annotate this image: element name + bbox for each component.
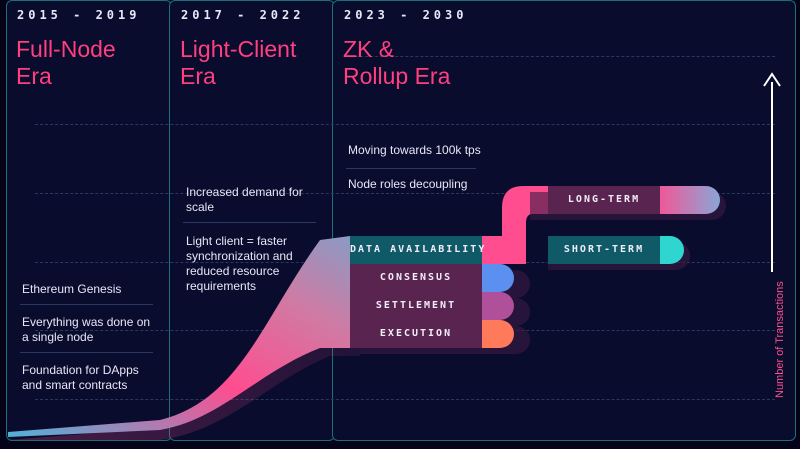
era-panel-zk-rollup bbox=[332, 0, 796, 441]
grid-line bbox=[35, 193, 775, 194]
layer-label-long-term: LONG-TERM bbox=[567, 194, 641, 205]
note-ethereum-genesis: Ethereum Genesis bbox=[22, 282, 122, 296]
grid-line bbox=[35, 124, 775, 125]
axis-arrow-head-icon bbox=[763, 72, 781, 87]
data-availability-bar bbox=[350, 236, 482, 264]
note-increased-demand: Increased demand for scale bbox=[186, 185, 303, 214]
note-node-roles: Node roles decoupling bbox=[348, 177, 468, 191]
layer-label-data-availability: DATA AVAILABILITY bbox=[350, 244, 487, 255]
era-years-full-node: 2015 - 2019 bbox=[17, 8, 141, 22]
short-term-label-box bbox=[548, 236, 660, 264]
growth-curve bbox=[8, 236, 350, 437]
settlement-label-box bbox=[350, 292, 482, 320]
note-divider bbox=[20, 304, 153, 305]
axis-label: Number of Transactions bbox=[774, 281, 786, 398]
long-term-label-box bbox=[548, 186, 660, 214]
era-panel-full-node bbox=[6, 0, 172, 441]
execution-label-box bbox=[350, 320, 482, 348]
layer-label-short-term: SHORT-TERM bbox=[563, 244, 645, 255]
layer-label-execution: EXECUTION bbox=[379, 328, 453, 339]
note-divider bbox=[20, 352, 153, 353]
layer-label-consensus: CONSENSUS bbox=[379, 272, 453, 283]
grid-line bbox=[345, 56, 775, 57]
layer-label-settlement: SETTLEMENT bbox=[375, 300, 457, 311]
note-100k-tps: Moving towards 100k tps bbox=[348, 143, 481, 157]
era-title-zk-rollup: ZK & Rollup Era bbox=[343, 36, 451, 89]
era-title-light-client: Light-Client Era bbox=[180, 36, 297, 89]
era-title-full-node: Full-Node Era bbox=[16, 36, 116, 89]
consensus-label-box bbox=[350, 264, 482, 292]
note-light-client: Light client = faster synchronization an… bbox=[186, 234, 293, 293]
note-divider bbox=[183, 222, 316, 223]
era-years-light-client: 2017 - 2022 bbox=[181, 8, 305, 22]
note-dapps-foundation: Foundation for DApps and smart contracts bbox=[22, 363, 139, 392]
era-years-zk-rollup: 2023 - 2030 bbox=[344, 8, 468, 22]
note-single-node: Everything was done on a single node bbox=[22, 315, 151, 344]
note-divider bbox=[346, 168, 476, 169]
grid-line bbox=[35, 399, 775, 400]
